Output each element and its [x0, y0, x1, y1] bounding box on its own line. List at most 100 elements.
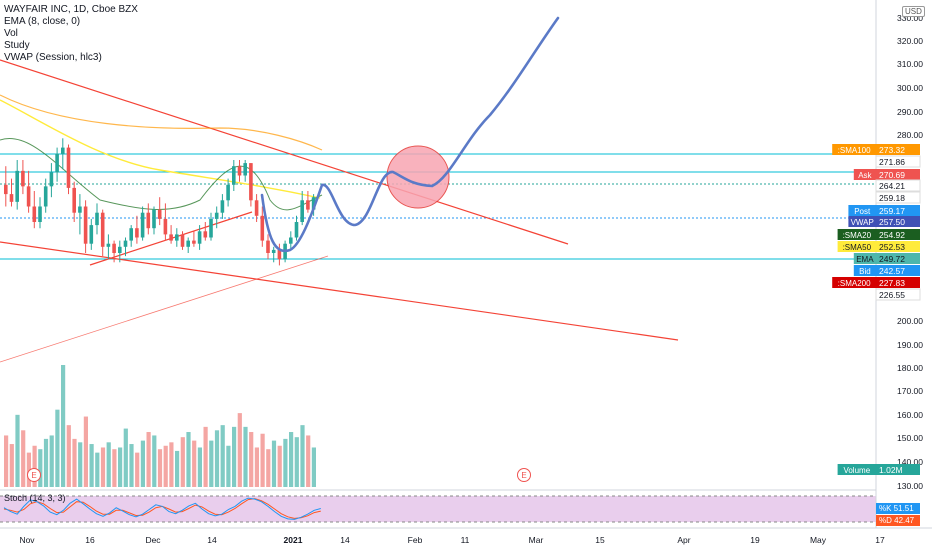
time-tick-label: 14	[340, 535, 350, 545]
price-label-name-bg	[848, 205, 876, 216]
candle-body	[306, 200, 310, 210]
candle-body	[260, 215, 265, 241]
candle-body	[146, 212, 151, 229]
candle-body	[15, 170, 19, 202]
trendline-lower	[0, 241, 679, 341]
candle-body	[61, 147, 65, 154]
volume-bar	[83, 416, 88, 487]
candle-body	[66, 147, 71, 188]
earnings-marker-label: E	[31, 471, 36, 480]
stoch-band	[0, 496, 876, 522]
price-label-name: :SMA20	[843, 231, 872, 240]
price-label-name: Volume	[843, 466, 870, 475]
indicator-vol[interactable]: Vol	[4, 28, 18, 39]
volume-bar	[78, 442, 83, 487]
volume-bar	[289, 432, 294, 487]
time-tick-label: Feb	[408, 535, 423, 545]
candle-body	[49, 172, 54, 187]
volume-bar	[32, 445, 37, 487]
candle-body	[266, 240, 270, 253]
stoch-label: Stoch (14, 3, 3)	[4, 493, 66, 503]
price-tick-label: 190.00	[897, 340, 923, 350]
stoch-k-line	[3, 497, 321, 520]
volume-bar	[152, 435, 157, 487]
price-label-name-bg	[832, 144, 876, 155]
indicator-vwap[interactable]: VWAP (Session, hlc3)	[4, 52, 102, 63]
volume-bar	[21, 430, 26, 487]
price-label-name-bg	[832, 277, 876, 288]
symbol-title[interactable]: WAYFAIR INC, 1D, Cboe BZX	[4, 4, 138, 15]
indicator-study[interactable]: Study	[4, 40, 30, 51]
price-label-name: Bid	[859, 267, 871, 276]
volume-bar	[311, 447, 316, 487]
candle-body	[140, 212, 145, 238]
volume-bar	[95, 452, 100, 487]
volume-bar	[15, 414, 20, 487]
candle-body	[4, 184, 8, 195]
price-label-value: 257.50	[879, 217, 905, 227]
candle-body	[26, 186, 31, 207]
price-label-value-bg	[876, 169, 920, 180]
time-tick-label: 11	[461, 535, 470, 545]
volume-bar	[157, 449, 163, 487]
price-label-name-bg	[848, 216, 876, 227]
earnings-marker	[517, 468, 531, 482]
candle-body	[186, 240, 190, 247]
candle-body	[152, 209, 156, 229]
volume-bar	[209, 440, 214, 487]
volume-bar	[283, 438, 288, 487]
price-tick-label: 280.00	[897, 130, 923, 140]
indicator-ema[interactable]: EMA (8, close, 0)	[4, 16, 81, 27]
volume-bar	[72, 438, 77, 487]
time-tick-label: 2021	[284, 535, 303, 545]
currency-badge[interactable]: USD	[902, 6, 925, 17]
time-tick-label: 15	[595, 535, 605, 545]
volume-bar	[61, 365, 66, 487]
price-label-name: VWAP	[851, 218, 874, 227]
candle-body	[209, 218, 213, 238]
price-label-value-bg	[876, 464, 920, 475]
price-label-value-bg	[876, 277, 920, 288]
stoch-d-badge: %D 42.47	[879, 516, 915, 525]
stoch-k-badge: %K 51.51	[879, 504, 914, 513]
candle-body	[89, 225, 94, 244]
price-label-value-bg	[876, 265, 920, 276]
price-tick-label: 170.00	[897, 386, 923, 396]
volume-bar	[186, 432, 191, 487]
volume-bar	[26, 452, 31, 487]
candle-body	[129, 228, 133, 241]
candle-body	[220, 200, 225, 213]
price-tick-label: 330.00	[897, 13, 923, 23]
time-tick-label: Apr	[677, 535, 690, 545]
price-label-name-bg	[853, 265, 876, 276]
price-tick-label: 130.00	[897, 481, 923, 491]
volume-bar	[118, 447, 123, 487]
volume-bar	[180, 437, 185, 487]
candle-body	[311, 197, 316, 210]
price-tick-label: 310.00	[897, 59, 923, 69]
sma200-curve	[0, 255, 329, 363]
candle-body	[169, 234, 173, 241]
price-tick-label: 160.00	[897, 410, 923, 420]
price-tick-label: 140.00	[897, 457, 923, 467]
price-label-value: 242.57	[879, 266, 905, 276]
price-tick-label: 200.00	[897, 316, 923, 326]
volume-bar	[123, 428, 128, 487]
candle-body	[106, 243, 111, 247]
volume-bar	[38, 449, 43, 487]
volume-bar	[197, 447, 202, 487]
candle-body	[180, 234, 185, 247]
volume-bar	[249, 432, 254, 487]
time-tick-label: Nov	[19, 535, 35, 545]
time-tick-label: Dec	[145, 535, 161, 545]
candle-body	[203, 231, 208, 238]
ema-line	[0, 138, 323, 211]
price-label-value-bg	[876, 253, 920, 264]
volume-bar	[146, 432, 151, 487]
price-label-name: :SMA200	[838, 279, 871, 288]
candle-body	[289, 237, 293, 244]
candle-body	[9, 194, 14, 202]
price-tick-label: 180.00	[897, 363, 923, 373]
